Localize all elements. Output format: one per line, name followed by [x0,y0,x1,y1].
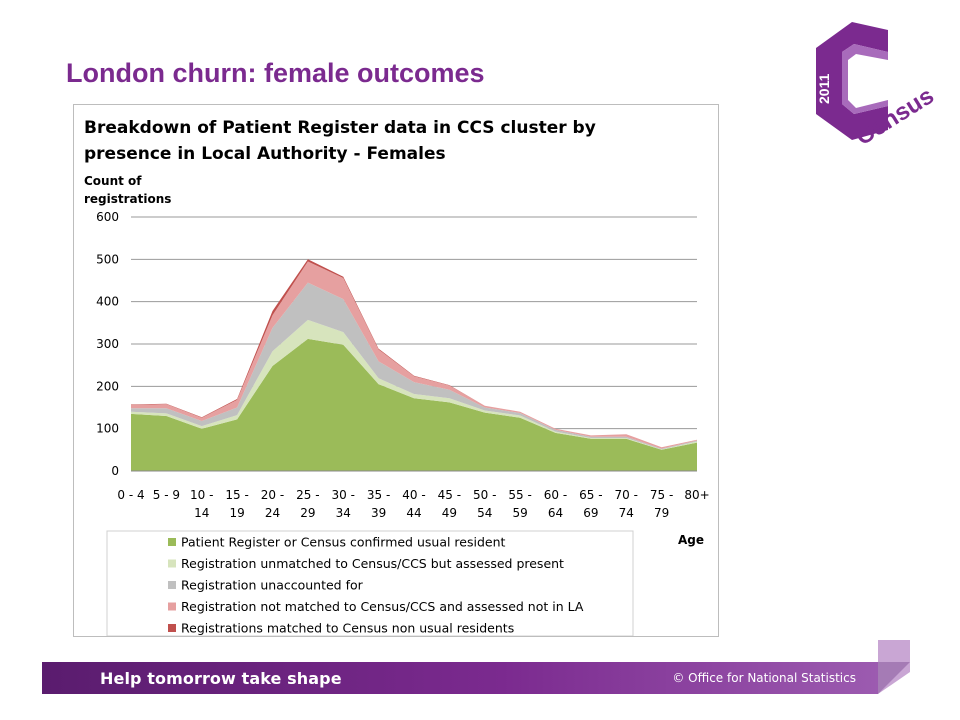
x-tick-label: 30 - [332,488,355,502]
x-tick-label: 54 [477,506,492,520]
x-tick-label: 14 [194,506,209,520]
x-tick-label: 15 - [225,488,248,502]
legend-swatch [168,581,176,589]
legend-label: Registrations matched to Census non usua… [181,621,514,636]
logo-year: 2011 [816,73,832,104]
x-tick-label: 25 - [296,488,319,502]
census-c-mark [816,22,888,140]
x-tick-label: 79 [654,506,669,520]
x-tick-label: 80+ [684,488,709,502]
x-tick-label: 70 - [615,488,638,502]
legend-swatch [168,538,176,546]
x-tick-label: 44 [406,506,421,520]
footer-bar: Help tomorrow take shape © Office for Na… [42,662,878,694]
slide-title: London churn: female outcomes [66,58,485,88]
chart-title-line: presence in Local Authority - Females [84,144,446,164]
y-tick-label: 100 [96,422,119,436]
legend-label: Patient Register or Census confirmed usu… [181,535,506,550]
x-tick-label: 39 [371,506,386,520]
area-series-2 [131,319,697,450]
x-axis-label: Age [678,533,704,547]
footer-tagline: Help tomorrow take shape [100,669,342,688]
x-tick-label: 50 - [473,488,496,502]
x-tick-label: 75 - [650,488,673,502]
chart-panel: Breakdown of Patient Register data in CC… [73,104,719,637]
area-series-1 [131,338,697,471]
y-tick-label: 300 [96,337,119,351]
x-tick-label: 19 [229,506,244,520]
x-tick-label: 20 - [261,488,284,502]
x-tick-label: 49 [442,506,457,520]
x-tick-label: 34 [336,506,351,520]
y-tick-label: 0 [111,464,119,478]
footer-copyright: © Office for National Statistics [672,671,856,685]
x-tick-label: 45 - [438,488,461,502]
x-tick-label: 59 [512,506,527,520]
legend-label: Registration not matched to Census/CCS a… [181,599,584,614]
legend-swatch [168,624,176,632]
x-tick-label: 60 - [544,488,567,502]
x-tick-label: 64 [548,506,563,520]
y-tick-label: 400 [96,295,119,309]
x-tick-label: 10 - [190,488,213,502]
x-tick-label: 65 - [579,488,602,502]
census-2011-logo: 2011 Census [816,22,939,150]
x-tick-label: 74 [619,506,634,520]
y-axis-label-line: registrations [84,192,171,206]
footer-page-curl [878,640,910,694]
x-tick-label: 35 - [367,488,390,502]
chart-title-line: Breakdown of Patient Register data in CC… [84,118,596,138]
x-tick-label: 29 [300,506,315,520]
x-tick-label: 69 [583,506,598,520]
legend-box [106,530,634,636]
legend-label: Registration unaccounted for [181,578,364,593]
x-tick-label: 55 - [508,488,531,502]
y-axis-label-line: Count of [84,174,142,188]
x-tick-label: 40 - [402,488,425,502]
stacked-area-chart: Breakdown of Patient Register data in CC… [84,118,710,636]
legend-swatch [168,602,176,611]
y-tick-label: 600 [96,210,119,224]
x-tick-label: 0 - 4 [117,488,144,502]
x-tick-label: 5 - 9 [153,488,180,502]
y-tick-label: 500 [96,252,119,266]
legend-swatch [168,559,176,568]
legend-label: Registration unmatched to Census/CCS but… [181,556,564,571]
y-tick-label: 200 [96,379,119,393]
x-tick-label: 24 [265,506,280,520]
